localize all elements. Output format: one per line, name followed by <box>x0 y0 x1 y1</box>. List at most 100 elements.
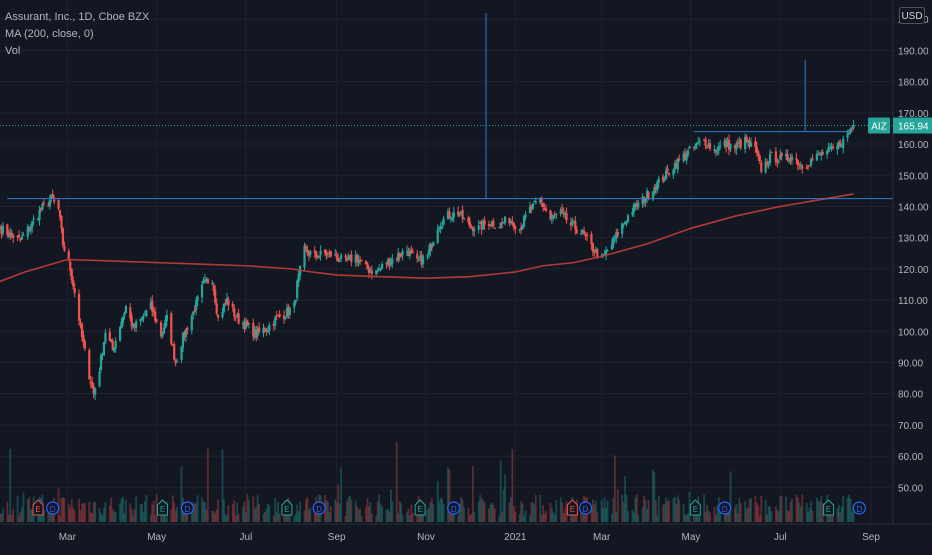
event-marker-label: E <box>693 505 698 514</box>
volume-bar <box>307 509 310 522</box>
candle-body <box>325 251 328 256</box>
candle-body <box>420 255 423 265</box>
volume-bar <box>329 506 332 522</box>
volume-bar <box>409 515 411 522</box>
event-marker-label: D <box>451 505 457 514</box>
candle-body <box>60 215 63 229</box>
candle-body <box>316 257 319 259</box>
candle-body <box>461 209 464 219</box>
y-tick-label: 110.00 <box>898 296 928 307</box>
currency-button[interactable]: USD <box>899 7 925 24</box>
candle-body <box>211 283 214 285</box>
candle-body <box>492 220 495 227</box>
candle-body <box>432 242 435 247</box>
volume-bar <box>545 510 547 522</box>
candle-body <box>284 317 287 319</box>
candle-body <box>749 142 753 147</box>
volume-bar <box>204 502 206 522</box>
candle-body <box>789 158 792 162</box>
candle-body <box>745 136 748 143</box>
candle-body <box>416 253 419 259</box>
candle-body <box>38 209 41 221</box>
candle-body <box>42 202 46 204</box>
volume-bar <box>729 471 732 522</box>
volume-bar <box>493 508 496 522</box>
volume-bar <box>512 506 515 522</box>
volume-bar <box>277 502 280 522</box>
volume-bar <box>161 511 164 522</box>
candle-body <box>80 324 84 337</box>
candle-body <box>159 322 163 336</box>
volume-bar <box>170 509 173 522</box>
candle-body <box>441 226 444 229</box>
volume-bar <box>704 511 707 522</box>
volume-bar <box>388 511 391 522</box>
candle-body <box>430 244 433 248</box>
candle-body <box>716 151 719 154</box>
candle-body <box>436 229 439 243</box>
volume-bar <box>757 505 760 522</box>
volume-bar <box>101 514 104 522</box>
candle-body <box>206 278 209 284</box>
volume-bar <box>139 503 142 522</box>
candle-body <box>795 158 798 160</box>
volume-bar <box>818 501 821 522</box>
volume-bar <box>615 511 618 522</box>
symbol-title[interactable]: Assurant, Inc., 1D, Cboe BZX <box>5 11 150 23</box>
volume-indicator-label[interactable]: Vol <box>5 45 21 57</box>
volume-bar <box>79 510 82 522</box>
candle-body <box>746 140 750 143</box>
volume-bar <box>84 502 86 522</box>
volume-bar <box>256 494 259 522</box>
candle-body <box>442 218 445 225</box>
candle-body <box>539 198 542 203</box>
volume-bar <box>747 507 749 522</box>
candle-body <box>723 140 726 146</box>
candle-body <box>805 167 808 169</box>
volume-bar <box>758 515 761 522</box>
candle-body <box>770 151 773 153</box>
candle-body <box>350 254 353 263</box>
ma-indicator-label[interactable]: MA (200, close, 0) <box>5 28 94 40</box>
chart-legend: Assurant, Inc., 1D, Cboe BZX MA (200, cl… <box>5 9 149 60</box>
candle-body <box>256 328 259 336</box>
candle-body <box>738 141 741 144</box>
volume-bar <box>347 497 350 522</box>
volume-bar <box>313 507 316 522</box>
candle-body <box>214 289 217 303</box>
candle-body <box>501 222 504 224</box>
candle-body <box>673 163 676 170</box>
candle-body <box>1 225 5 234</box>
volume-bar <box>205 509 208 522</box>
candle-body <box>448 211 451 219</box>
volume-bar <box>637 515 640 522</box>
candle-body <box>666 168 669 172</box>
volume-bar <box>562 513 565 522</box>
candle-body <box>799 164 802 167</box>
volume-bar <box>22 492 25 522</box>
candle-body <box>195 300 198 311</box>
y-tick-label: 130.00 <box>898 234 929 245</box>
volume-bar <box>622 502 625 522</box>
candle-body <box>493 227 496 229</box>
candle-body <box>129 307 132 319</box>
volume-bar <box>426 509 429 522</box>
volume-bar <box>777 511 780 522</box>
candle-body <box>135 321 138 329</box>
candle-body <box>222 303 226 312</box>
candle-body <box>729 143 732 150</box>
candle-body <box>645 190 649 199</box>
candle-body <box>831 146 835 149</box>
candle-body <box>713 149 716 151</box>
candle-body <box>380 264 384 269</box>
candle-body <box>657 178 660 183</box>
candle-body <box>758 155 761 161</box>
volume-bar <box>252 496 255 522</box>
candle-body <box>625 221 628 224</box>
volume-bar <box>552 512 555 522</box>
volume-bar <box>748 499 751 522</box>
volume-bar <box>470 513 473 522</box>
candle-body <box>411 251 414 254</box>
